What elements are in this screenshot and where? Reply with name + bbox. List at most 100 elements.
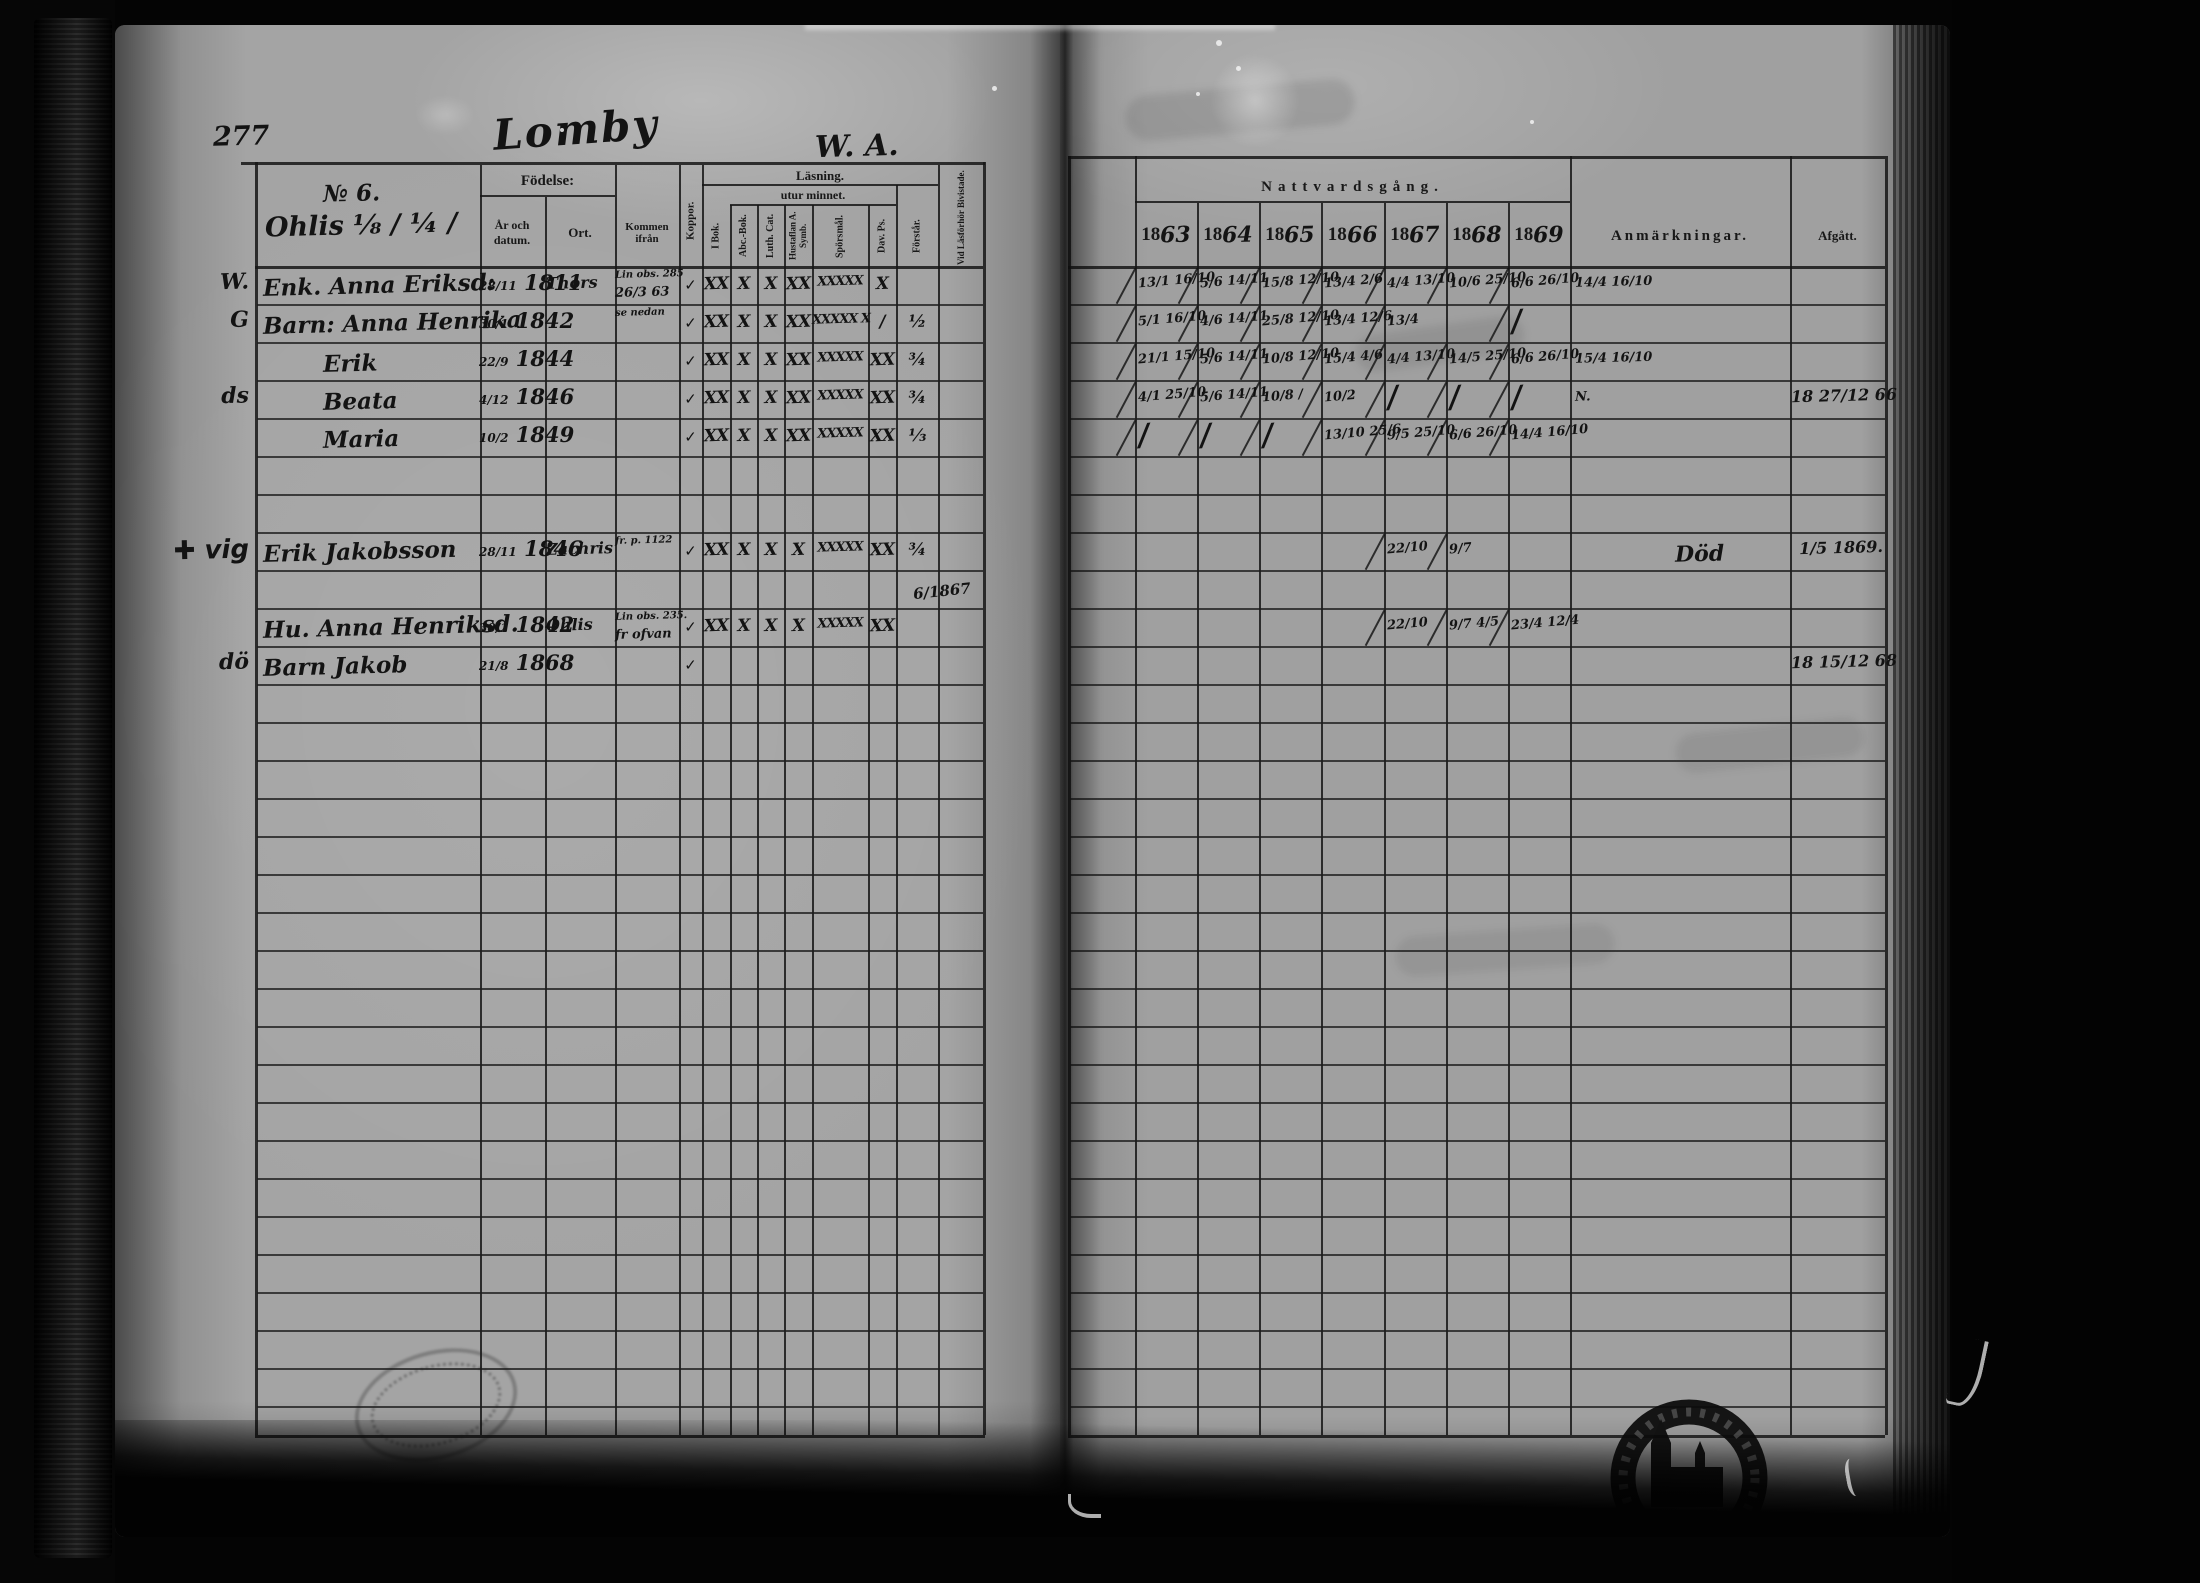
reading-mark: XX (785, 311, 811, 333)
reading-mark: XXXXX (817, 539, 863, 556)
communion-slash (1115, 381, 1137, 419)
reading-mark: XX (703, 349, 729, 371)
center-fold-shadow (1030, 25, 1100, 1537)
birth-date: 10/2 1849 (479, 422, 574, 447)
communion-entry: 9/7 (1448, 540, 1473, 558)
birth-place: Thors (545, 272, 598, 293)
header-utur-minnet: utur minnet. (780, 187, 846, 202)
reading-mark: XXXXX (817, 387, 863, 404)
book-spine-edge (0, 0, 115, 1583)
koppor-mark: ✓ (683, 541, 698, 561)
right-page-edge-stack (1893, 25, 1950, 1537)
light-blotch (415, 95, 475, 135)
communion-slash (1364, 609, 1386, 647)
communion-entry: 23/4 12/4 (1510, 612, 1580, 634)
reading-mark: XX (703, 273, 729, 295)
koppor-mark: ✓ (683, 617, 698, 637)
header-year-1868: 18 68 (1446, 205, 1508, 265)
reading-mark: XX (869, 615, 895, 637)
left-table-row-rules (257, 268, 983, 1435)
reading-mark: X (791, 539, 805, 561)
scanned-page-spread: 277 Lomby W. A. № 6. Ohlis ⅛ / ¼ / 6/186… (115, 25, 1950, 1537)
birth-date: 28/11 1811 (479, 270, 583, 295)
grid-hline (480, 195, 615, 197)
reading-mark: XX (785, 349, 811, 371)
reading-mark: X (737, 387, 750, 409)
page-block-texture (34, 18, 112, 1558)
reading-mark: XX (785, 387, 811, 409)
year-printed-prefix: 18 (1327, 224, 1347, 245)
remark-entry: 14/4 16/10 (1574, 273, 1653, 291)
koppor-mark: ✓ (683, 313, 698, 333)
left-table-left-border (255, 162, 258, 1435)
reading-mark: X (764, 539, 777, 561)
reading-mark: X (764, 349, 777, 371)
koppor-mark: ✓ (683, 351, 698, 371)
koppor-mark: ✓ (683, 389, 698, 409)
header-year-1864: 18 64 (1197, 205, 1259, 265)
reading-mark: XX (703, 425, 729, 447)
birth-day-month: 28/11 (479, 279, 517, 293)
birth-day-month: 28/11 (479, 545, 517, 559)
year-printed-prefix: 18 (1452, 224, 1472, 245)
reading-mark: ¾ (908, 349, 926, 371)
margin-mark: ds (220, 382, 250, 410)
birth-place: Ohlis (545, 614, 593, 635)
left-header-bottom (255, 266, 983, 269)
reading-mark: ⅓ (908, 425, 926, 447)
reading-mark: X (737, 311, 750, 333)
birth-day-month: 10/2 (479, 431, 509, 445)
reading-mark: X (764, 311, 777, 333)
header-year-1866: 18 66 (1321, 205, 1384, 265)
reading-mark: XXXXX (817, 425, 863, 442)
afgatt-entry: 18 27/12 66 (1790, 384, 1898, 407)
margin-mark: dö (218, 648, 250, 676)
birth-year: 1844 (508, 346, 575, 371)
communion-slash (1115, 343, 1137, 381)
reading-mark: XX (703, 615, 729, 637)
reading-mark: XX (703, 387, 729, 409)
birth-day-month: 21/8 (479, 659, 509, 673)
reading-mark: XX (785, 425, 811, 447)
kommen-ifran-note: fr ofvan (614, 626, 672, 643)
birth-date: 4/12 1846 (479, 384, 574, 409)
header-fodelse: Födelse: (520, 172, 575, 189)
reading-mark: XX (703, 311, 729, 333)
birth-date: 22/9 1844 (479, 346, 574, 371)
remark-entry: 15/4 16/10 (1574, 349, 1653, 367)
reading-mark: XX (869, 539, 895, 561)
left-table-right-border (983, 162, 986, 1435)
reading-mark: ¾ (908, 387, 926, 409)
communion-slash (1115, 267, 1137, 305)
afgatt-entry: 1/5 1869. (1798, 536, 1884, 559)
reading-mark: X (764, 387, 777, 409)
right-table-right-border (1885, 156, 1888, 1435)
header-year-1869: 18 69 (1508, 205, 1570, 265)
top-edge-highlight (805, 25, 1275, 30)
right-table-row-rules (1070, 268, 1885, 1435)
reading-mark: X (875, 273, 889, 295)
birth-place: Zachris (545, 538, 614, 559)
header-year-1865: 18 65 (1259, 205, 1321, 265)
kommen-ifran-note: 26/3 63 (614, 284, 670, 301)
person-name: Beata (322, 386, 398, 416)
communion-slash (1364, 533, 1386, 571)
birth-year: 1849 (508, 422, 575, 447)
dust-speck (1236, 66, 1241, 71)
birth-year: 1846 (508, 384, 575, 409)
header-afgatt: Afgått. (1818, 228, 1857, 243)
year-printed-prefix: 18 (1265, 224, 1285, 245)
grid-hline (730, 204, 896, 206)
birth-year: 1868 (508, 650, 575, 675)
header-nattvardsgang: Nattvardsgång. (1261, 178, 1444, 195)
reading-mark: XXXXX (817, 615, 863, 632)
birth-day-month: 30/1 (479, 317, 509, 331)
reading-mark: X (737, 425, 750, 447)
communion-entry: 14/4 16/10 (1510, 421, 1589, 444)
header-ar-och-datum: År och datum. (493, 218, 531, 247)
person-name: Erik (322, 349, 378, 378)
margin-mark: G (229, 306, 250, 333)
afgatt-entry: 18 15/12 68 (1790, 650, 1898, 673)
birth-date: 30/1 1842 (479, 612, 574, 637)
reading-mark: XX (785, 273, 811, 295)
